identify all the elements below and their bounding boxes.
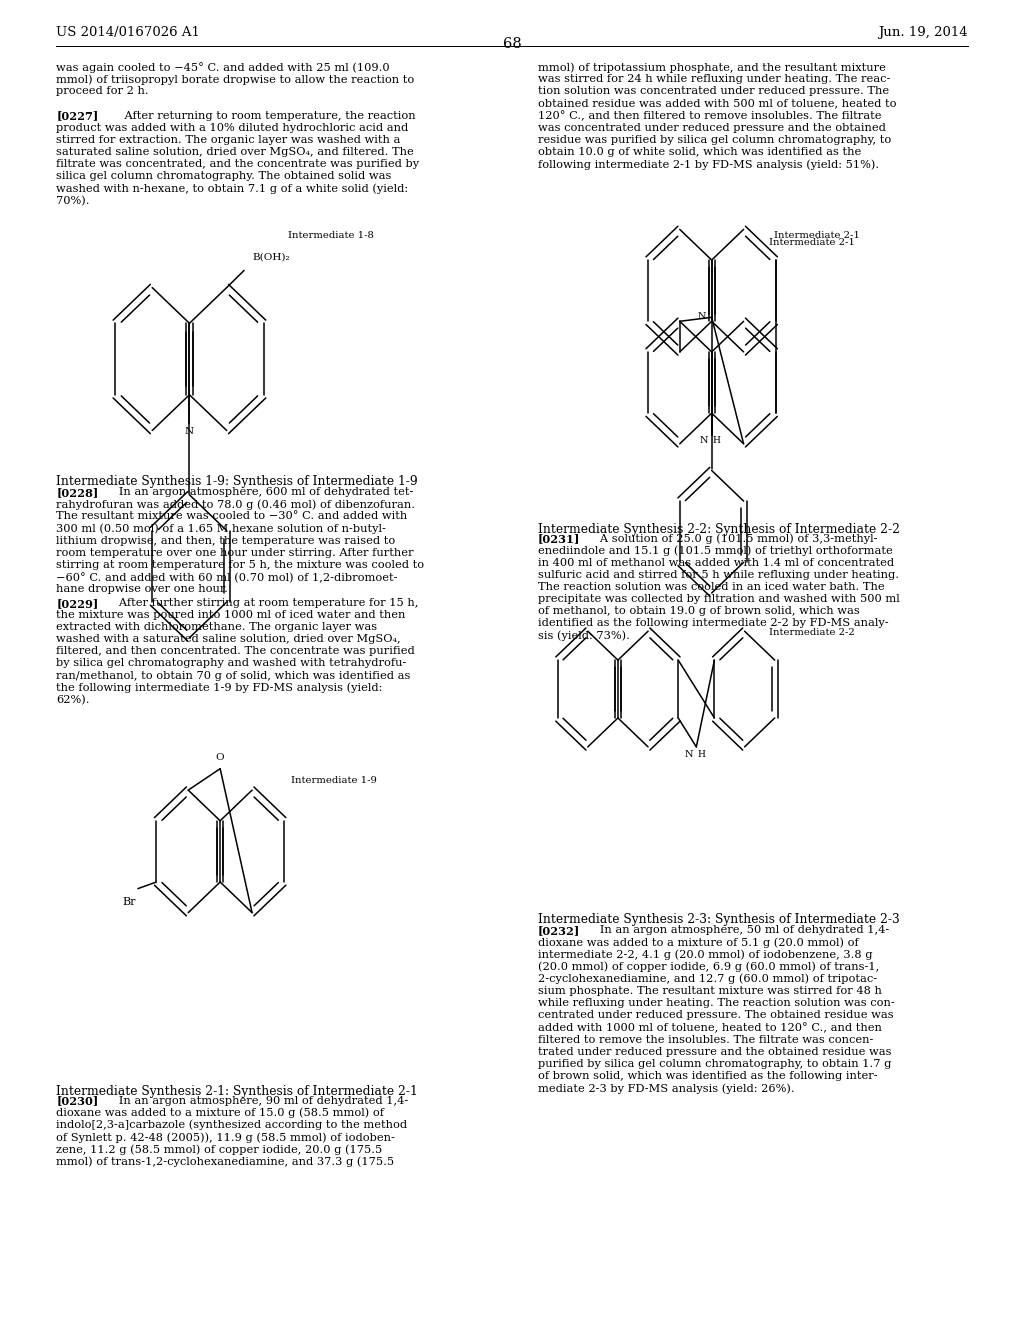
Text: was concentrated under reduced pressure and the obtained: was concentrated under reduced pressure … bbox=[538, 123, 886, 133]
Text: centrated under reduced pressure. The obtained residue was: centrated under reduced pressure. The ob… bbox=[538, 1010, 893, 1020]
Text: [0231]: [0231] bbox=[538, 533, 580, 544]
Text: stirred for extraction. The organic layer was washed with a: stirred for extraction. The organic laye… bbox=[56, 135, 400, 145]
Text: The resultant mixture was cooled to −30° C. and added with: The resultant mixture was cooled to −30°… bbox=[56, 511, 408, 521]
Text: was stirred for 24 h while refluxing under heating. The reac-: was stirred for 24 h while refluxing und… bbox=[538, 74, 890, 84]
Text: mediate 2-3 by FD-MS analysis (yield: 26%).: mediate 2-3 by FD-MS analysis (yield: 26… bbox=[538, 1084, 795, 1094]
Text: room temperature over one hour under stirring. After further: room temperature over one hour under sti… bbox=[56, 548, 414, 558]
Text: obtained residue was added with 500 ml of toluene, heated to: obtained residue was added with 500 ml o… bbox=[538, 99, 896, 108]
Text: In an argon atmosphere, 90 ml of dehydrated 1,4-: In an argon atmosphere, 90 ml of dehydra… bbox=[108, 1096, 408, 1106]
Text: residue was purified by silica gel column chromatography, to: residue was purified by silica gel colum… bbox=[538, 135, 891, 145]
Text: enediindole and 15.1 g (101.5 mmol) of triethyl orthoformate: enediindole and 15.1 g (101.5 mmol) of t… bbox=[538, 545, 892, 556]
Text: (20.0 mmol) of copper iodide, 6.9 g (60.0 mmol) of trans-1,: (20.0 mmol) of copper iodide, 6.9 g (60.… bbox=[538, 962, 879, 973]
Text: Intermediate 1-9: Intermediate 1-9 bbox=[291, 776, 377, 785]
Text: mmol) of trans-1,2-cyclohexanediamine, and 37.3 g (175.5: mmol) of trans-1,2-cyclohexanediamine, a… bbox=[56, 1156, 394, 1167]
Text: After further stirring at room temperature for 15 h,: After further stirring at room temperatu… bbox=[108, 598, 418, 607]
Text: while refluxing under heating. The reaction solution was con-: while refluxing under heating. The react… bbox=[538, 998, 894, 1008]
Text: of brown solid, which was identified as the following inter-: of brown solid, which was identified as … bbox=[538, 1071, 878, 1081]
Text: rahydrofuran was added to 78.0 g (0.46 mol) of dibenzofuran.: rahydrofuran was added to 78.0 g (0.46 m… bbox=[56, 499, 416, 510]
Text: identified as the following intermediate 2-2 by FD-MS analy-: identified as the following intermediate… bbox=[538, 618, 888, 628]
Text: [0232]: [0232] bbox=[538, 925, 580, 936]
Text: B(OH)₂: B(OH)₂ bbox=[252, 252, 290, 261]
Text: −60° C. and added with 60 ml (0.70 mol) of 1,2-dibromoet-: −60° C. and added with 60 ml (0.70 mol) … bbox=[56, 572, 397, 582]
Text: Intermediate 2-1: Intermediate 2-1 bbox=[774, 231, 860, 240]
Text: The reaction solution was cooled in an iced water bath. The: The reaction solution was cooled in an i… bbox=[538, 582, 885, 591]
Text: Intermediate 2-1: Intermediate 2-1 bbox=[769, 238, 855, 247]
Text: was again cooled to −45° C. and added with 25 ml (109.0: was again cooled to −45° C. and added wi… bbox=[56, 62, 390, 73]
Text: H: H bbox=[713, 437, 721, 445]
Text: mmol) of triisopropyl borate dropwise to allow the reaction to: mmol) of triisopropyl borate dropwise to… bbox=[56, 74, 415, 84]
Text: zene, 11.2 g (58.5 mmol) of copper iodide, 20.0 g (175.5: zene, 11.2 g (58.5 mmol) of copper iodid… bbox=[56, 1144, 383, 1155]
Text: 120° C., and then filtered to remove insolubles. The filtrate: 120° C., and then filtered to remove ins… bbox=[538, 111, 881, 121]
Text: intermediate 2-2, 4.1 g (20.0 mmol) of iodobenzene, 3.8 g: intermediate 2-2, 4.1 g (20.0 mmol) of i… bbox=[538, 949, 872, 960]
Text: product was added with a 10% diluted hydrochloric acid and: product was added with a 10% diluted hyd… bbox=[56, 123, 409, 133]
Text: Br: Br bbox=[122, 896, 136, 907]
Text: added with 1000 ml of toluene, heated to 120° C., and then: added with 1000 ml of toluene, heated to… bbox=[538, 1023, 882, 1034]
Text: 300 ml (0.50 mol) of a 1.65 M hexane solution of n-butyl-: 300 ml (0.50 mol) of a 1.65 M hexane sol… bbox=[56, 524, 386, 535]
Text: washed with n-hexane, to obtain 7.1 g of a white solid (yield:: washed with n-hexane, to obtain 7.1 g of… bbox=[56, 183, 409, 194]
Text: [0228]: [0228] bbox=[56, 487, 98, 498]
Text: Intermediate Synthesis 2-2: Synthesis of Intermediate 2-2: Intermediate Synthesis 2-2: Synthesis of… bbox=[538, 523, 900, 536]
Text: N: N bbox=[699, 437, 708, 445]
Text: indolo[2,3-a]carbazole (synthesized according to the method: indolo[2,3-a]carbazole (synthesized acco… bbox=[56, 1119, 408, 1130]
Text: Intermediate 2-2: Intermediate 2-2 bbox=[769, 628, 855, 638]
Text: A solution of 25.0 g (101.5 mmol) of 3,3-methyl-: A solution of 25.0 g (101.5 mmol) of 3,3… bbox=[589, 533, 878, 544]
Text: O: O bbox=[216, 754, 224, 762]
Text: After returning to room temperature, the reaction: After returning to room temperature, the… bbox=[110, 111, 415, 120]
Text: Intermediate Synthesis 2-3: Synthesis of Intermediate 2-3: Intermediate Synthesis 2-3: Synthesis of… bbox=[538, 913, 899, 927]
Text: [0230]: [0230] bbox=[56, 1096, 98, 1106]
Text: N: N bbox=[685, 750, 693, 759]
Text: obtain 10.0 g of white solid, which was identified as the: obtain 10.0 g of white solid, which was … bbox=[538, 147, 861, 157]
Text: washed with a saturated saline solution, dried over MgSO₄,: washed with a saturated saline solution,… bbox=[56, 634, 401, 644]
Text: by silica gel chromatography and washed with tetrahydrofu-: by silica gel chromatography and washed … bbox=[56, 659, 407, 668]
Text: mmol) of tripotassium phosphate, and the resultant mixture: mmol) of tripotassium phosphate, and the… bbox=[538, 62, 886, 73]
Text: 2-cyclohexanediamine, and 12.7 g (60.0 mmol) of tripotас-: 2-cyclohexanediamine, and 12.7 g (60.0 m… bbox=[538, 974, 877, 985]
Text: of methanol, to obtain 19.0 g of brown solid, which was: of methanol, to obtain 19.0 g of brown s… bbox=[538, 606, 859, 616]
Text: filtrate was concentrated, and the concentrate was purified by: filtrate was concentrated, and the conce… bbox=[56, 160, 420, 169]
Text: In an argon atmosphere, 50 ml of dehydrated 1,4-: In an argon atmosphere, 50 ml of dehydra… bbox=[589, 925, 889, 936]
Text: In an argon atmosphere, 600 ml of dehydrated tet-: In an argon atmosphere, 600 ml of dehydr… bbox=[108, 487, 413, 498]
Text: [0229]: [0229] bbox=[56, 598, 98, 609]
Text: proceed for 2 h.: proceed for 2 h. bbox=[56, 86, 148, 96]
Text: filtered, and then concentrated. The concentrate was purified: filtered, and then concentrated. The con… bbox=[56, 647, 415, 656]
Text: [0227]: [0227] bbox=[56, 111, 98, 121]
Text: Jun. 19, 2014: Jun. 19, 2014 bbox=[878, 26, 968, 40]
Text: the following intermediate 1-9 by FD-MS analysis (yield:: the following intermediate 1-9 by FD-MS … bbox=[56, 682, 383, 693]
Text: of Synlett p. 42-48 (2005)), 11.9 g (58.5 mmol) of iodoben-: of Synlett p. 42-48 (2005)), 11.9 g (58.… bbox=[56, 1133, 395, 1143]
Text: extracted with dichloromethane. The organic layer was: extracted with dichloromethane. The orga… bbox=[56, 622, 378, 632]
Text: following intermediate 2-1 by FD-MS analysis (yield: 51%).: following intermediate 2-1 by FD-MS anal… bbox=[538, 160, 879, 170]
Text: H: H bbox=[697, 750, 706, 759]
Text: 68: 68 bbox=[503, 37, 521, 51]
Text: 70%).: 70%). bbox=[56, 195, 90, 206]
Text: N: N bbox=[698, 312, 707, 321]
Text: dioxane was added to a mixture of 15.0 g (58.5 mmol) of: dioxane was added to a mixture of 15.0 g… bbox=[56, 1107, 384, 1118]
Text: Intermediate Synthesis 1-9: Synthesis of Intermediate 1-9: Intermediate Synthesis 1-9: Synthesis of… bbox=[56, 475, 418, 488]
Text: the mixture was poured into 1000 ml of iced water and then: the mixture was poured into 1000 ml of i… bbox=[56, 610, 406, 620]
Text: stirring at room temperature for 5 h, the mixture was cooled to: stirring at room temperature for 5 h, th… bbox=[56, 560, 424, 570]
Text: precipitate was collected by filtration and washed with 500 ml: precipitate was collected by filtration … bbox=[538, 594, 899, 605]
Text: filtered to remove the insolubles. The filtrate was concen-: filtered to remove the insolubles. The f… bbox=[538, 1035, 873, 1044]
Text: silica gel column chromatography. The obtained solid was: silica gel column chromatography. The ob… bbox=[56, 172, 392, 181]
Text: hane dropwise over one hour.: hane dropwise over one hour. bbox=[56, 585, 228, 594]
Text: sis (yield: 73%).: sis (yield: 73%). bbox=[538, 631, 630, 642]
Text: sium phosphate. The resultant mixture was stirred for 48 h: sium phosphate. The resultant mixture wa… bbox=[538, 986, 882, 997]
Text: dioxane was added to a mixture of 5.1 g (20.0 mmol) of: dioxane was added to a mixture of 5.1 g … bbox=[538, 937, 858, 948]
Text: tion solution was concentrated under reduced pressure. The: tion solution was concentrated under red… bbox=[538, 86, 889, 96]
Text: lithium dropwise, and then, the temperature was raised to: lithium dropwise, and then, the temperat… bbox=[56, 536, 395, 545]
Text: 62%).: 62%). bbox=[56, 694, 90, 705]
Text: in 400 ml of methanol was added with 1.4 ml of concentrated: in 400 ml of methanol was added with 1.4… bbox=[538, 557, 894, 568]
Text: Intermediate 1-8: Intermediate 1-8 bbox=[288, 231, 374, 240]
Text: sulfuric acid and stirred for 5 h while refluxing under heating.: sulfuric acid and stirred for 5 h while … bbox=[538, 570, 899, 579]
Text: saturated saline solution, dried over MgSO₄, and filtered. The: saturated saline solution, dried over Mg… bbox=[56, 147, 414, 157]
Text: trated under reduced pressure and the obtained residue was: trated under reduced pressure and the ob… bbox=[538, 1047, 891, 1057]
Text: US 2014/0167026 A1: US 2014/0167026 A1 bbox=[56, 26, 201, 40]
Text: purified by silica gel column chromatography, to obtain 1.7 g: purified by silica gel column chromatogr… bbox=[538, 1059, 891, 1069]
Text: ran/methanol, to obtain 70 g of solid, which was identified as: ran/methanol, to obtain 70 g of solid, w… bbox=[56, 671, 411, 681]
Text: N: N bbox=[185, 428, 194, 437]
Text: Intermediate Synthesis 2-1: Synthesis of Intermediate 2-1: Intermediate Synthesis 2-1: Synthesis of… bbox=[56, 1085, 418, 1098]
